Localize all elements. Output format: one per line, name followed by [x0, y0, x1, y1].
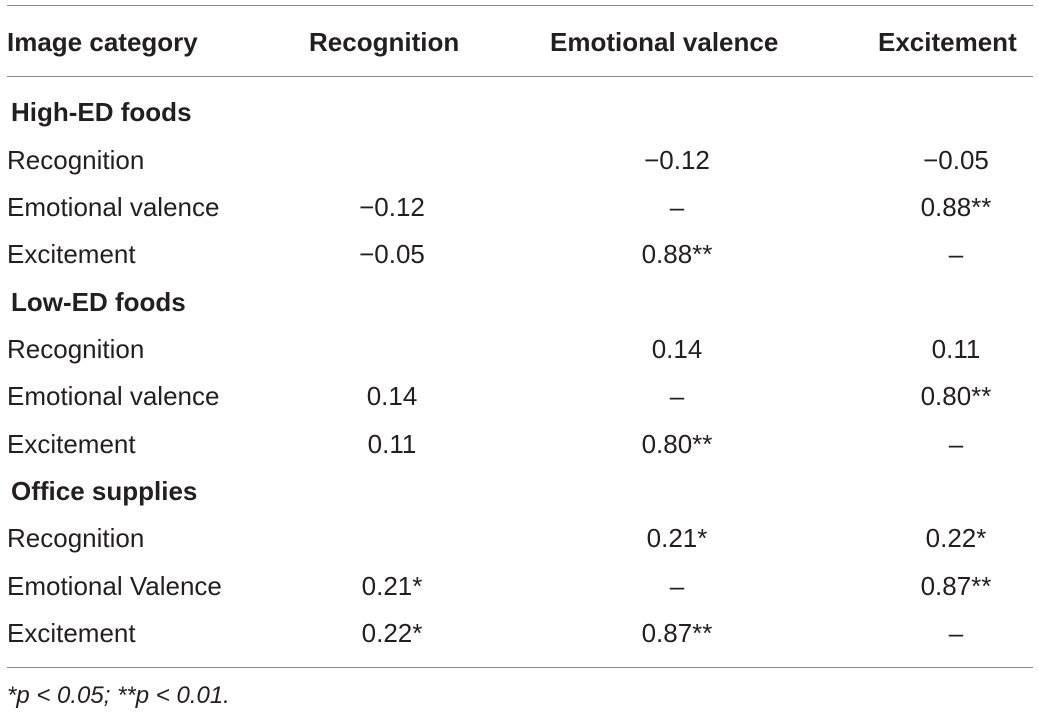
row-label: Emotional valence — [7, 381, 220, 411]
section-title-low-ed-foods: Low-ED foods — [11, 287, 186, 317]
column-header-emotional-valence: Emotional valence — [550, 27, 779, 57]
column-header-recognition: Recognition — [309, 27, 460, 57]
row-label: Recognition — [7, 334, 145, 364]
table-header-rule — [7, 76, 1033, 77]
section-title-high-ed-foods: High-ED foods — [11, 97, 192, 127]
row-label: Emotional valence — [7, 192, 220, 222]
column-header-image-category: Image category — [7, 27, 198, 57]
table-bottom-rule — [7, 667, 1033, 668]
row-label: Excitement — [7, 429, 136, 459]
table-footnote: *p < 0.05; **p < 0.01. — [7, 682, 230, 709]
row-label: Excitement — [7, 618, 136, 648]
table-top-rule — [7, 5, 1033, 6]
row-label: Recognition — [7, 145, 145, 175]
section-title-office-supplies: Office supplies — [11, 476, 198, 506]
row-label: Recognition — [7, 523, 145, 553]
row-label: Excitement — [7, 239, 136, 269]
row-label: Emotional Valence — [7, 571, 222, 601]
column-header-excitement: Excitement — [878, 27, 1017, 57]
